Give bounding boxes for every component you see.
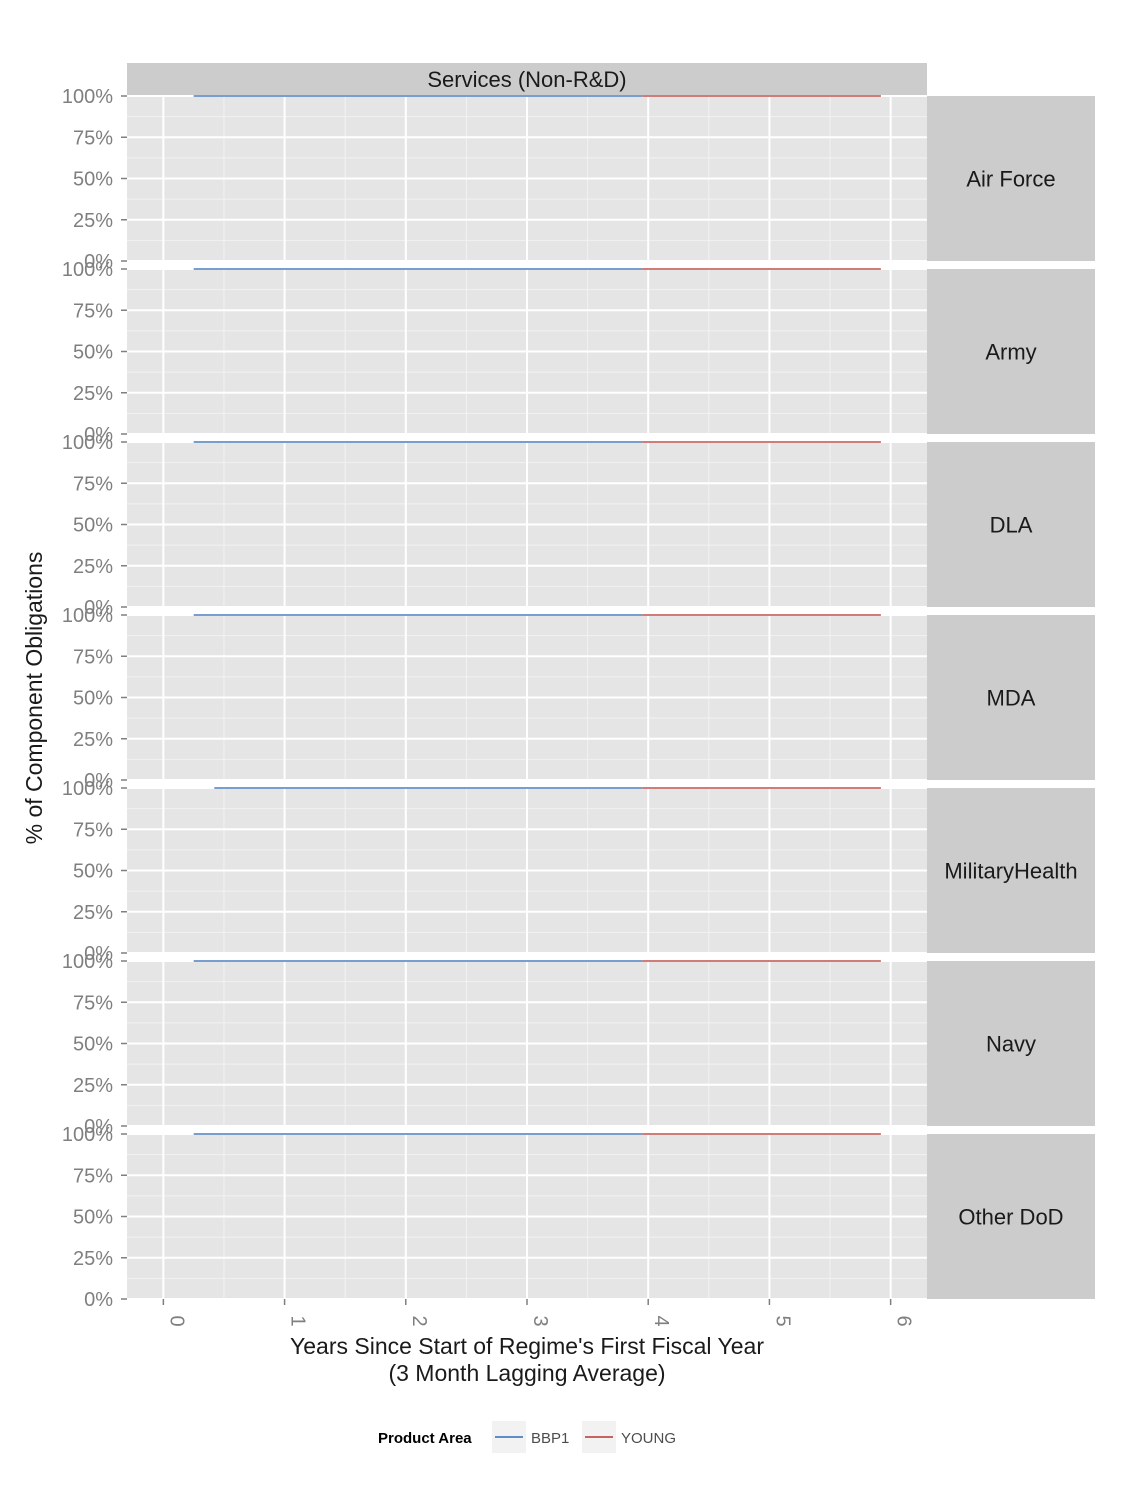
facet-strip [927, 442, 1095, 607]
panel-army: 0% 25% 50% 75% 100% Army [62, 259, 1095, 446]
y-tick-label: 75% [73, 127, 113, 149]
x-tick-label: 2 [408, 1315, 430, 1326]
facet-label: Air Force [966, 167, 1055, 192]
y-tick-label: 75% [73, 992, 113, 1014]
panel-mda: 0% 25% 50% 75% 100% MDA [62, 605, 1095, 792]
facet-label: MilitaryHealth [944, 859, 1077, 884]
facet-strip [927, 788, 1095, 953]
y-tick-label: 25% [73, 210, 113, 232]
legend-entry-young: YOUNG [582, 1421, 676, 1453]
panels: 0% 25% 50% 75% 100% Air Force 0% 25% 50% 75% 100% A… [62, 86, 1095, 1311]
y-tick-label: 75% [73, 646, 113, 668]
y-tick-label: 25% [73, 729, 113, 751]
legend-label: YOUNG [621, 1430, 676, 1447]
x-tick-label: 5 [771, 1315, 793, 1326]
legend-entries: BBP1 YOUNG [492, 1421, 676, 1453]
y-tick-label: 0% [84, 943, 113, 965]
y-tick-label: 0% [84, 597, 113, 619]
y-tick-label: 50% [73, 1207, 113, 1229]
x-tick-label: 3 [529, 1315, 551, 1326]
facet-label: Other DoD [958, 1205, 1063, 1230]
y-tick-label: 0% [84, 770, 113, 792]
panel-navy: 0% 25% 50% 75% 100% Navy [62, 951, 1095, 1138]
y-tick-label: 100% [62, 605, 113, 627]
facet-strip [927, 96, 1095, 261]
x-axis: 0 1 2 3 4 5 6 [162, 1299, 915, 1327]
y-tick-label: 75% [73, 300, 113, 322]
x-tick-label: 0 [165, 1315, 187, 1326]
y-tick-label: 50% [73, 688, 113, 710]
facet-label: DLA [990, 513, 1033, 538]
panel-air-force: 0% 25% 50% 75% 100% Air Force [62, 86, 1095, 273]
y-axis-title: % of Component Obligations [21, 552, 47, 845]
y-tick-label: 0% [84, 1116, 113, 1138]
y-tick-label: 50% [73, 169, 113, 191]
facet-strip [927, 961, 1095, 1126]
y-tick-label: 100% [62, 86, 113, 108]
y-tick-label: 50% [73, 861, 113, 883]
facet-label: Navy [986, 1032, 1036, 1057]
y-tick-label: 100% [62, 778, 113, 800]
y-tick-label: 75% [73, 819, 113, 841]
y-tick-label: 50% [73, 342, 113, 364]
facet-strip [927, 615, 1095, 780]
y-tick-label: 100% [62, 259, 113, 281]
chart-title: Services (Non-R&D) [427, 67, 626, 92]
y-tick-label: 0% [84, 251, 113, 273]
y-tick-label: 0% [84, 1289, 113, 1311]
legend-label: BBP1 [531, 1430, 569, 1447]
y-tick-label: 75% [73, 1165, 113, 1187]
facet-strip [927, 1134, 1095, 1299]
y-tick-label: 25% [73, 556, 113, 578]
y-tick-label: 100% [62, 432, 113, 454]
legend-title: Product Area [378, 1430, 472, 1447]
y-tick-label: 0% [84, 424, 113, 446]
y-tick-label: 50% [73, 515, 113, 537]
facet-strip [927, 269, 1095, 434]
y-tick-label: 25% [73, 383, 113, 405]
legend: Product Area BBP1 YOUNG [378, 1421, 676, 1453]
y-tick-label: 50% [73, 1034, 113, 1056]
y-tick-label: 25% [73, 1248, 113, 1270]
x-tick-label: 4 [650, 1315, 672, 1326]
x-tick-label: 1 [287, 1315, 309, 1326]
y-tick-label: 100% [62, 951, 113, 973]
y-tick-label: 25% [73, 1075, 113, 1097]
facet-label: MDA [987, 686, 1036, 711]
y-tick-label: 25% [73, 902, 113, 924]
top-strip [127, 63, 927, 96]
panel-militaryhealth: 0% 25% 50% 75% 100% MilitaryHealth [62, 778, 1095, 965]
y-tick-label: 100% [62, 1124, 113, 1146]
x-axis-title: Years Since Start of Regime's First Fisc… [290, 1333, 764, 1359]
x-tick-label: 6 [893, 1315, 915, 1326]
legend-entry-bbp1: BBP1 [492, 1421, 569, 1453]
facet-label: Army [985, 340, 1036, 365]
y-tick-label: 75% [73, 473, 113, 495]
panel-other-dod: 0% 25% 50% 75% 100% Other DoD [62, 1124, 1095, 1311]
x-axis-subtitle: (3 Month Lagging Average) [388, 1360, 665, 1386]
panel-dla: 0% 25% 50% 75% 100% DLA [62, 432, 1095, 619]
